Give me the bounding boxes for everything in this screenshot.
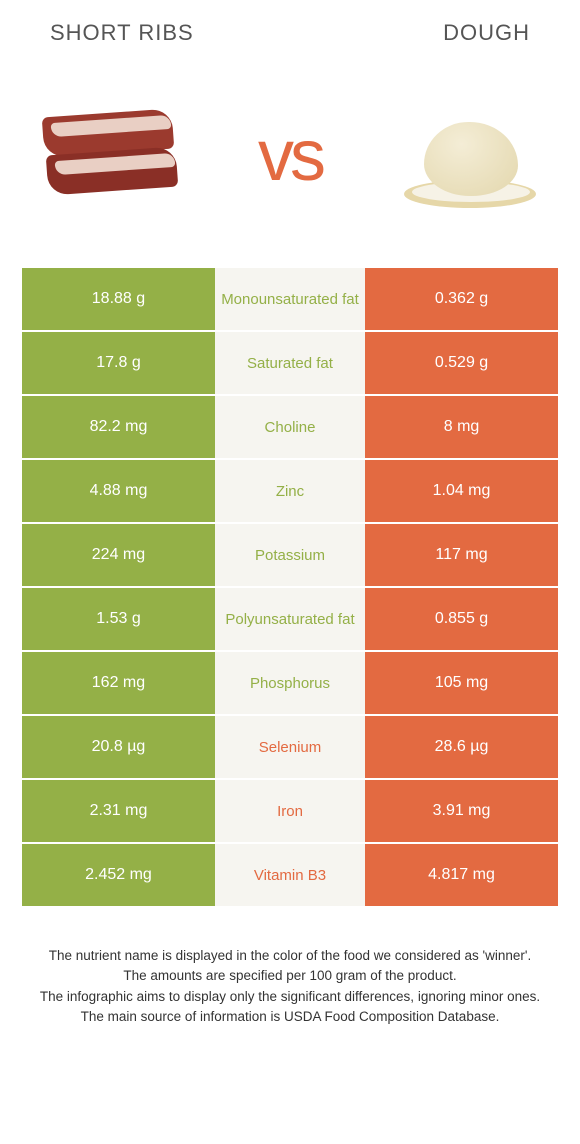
vs-label: vs [258,115,322,197]
nutrient-name: Zinc [215,460,365,522]
left-value: 4.88 mg [22,460,215,522]
footer-line: The main source of information is USDA F… [36,1007,544,1027]
nutrient-name: Selenium [215,716,365,778]
footer-line: The nutrient name is displayed in the co… [36,946,544,966]
right-value: 8 mg [365,396,558,458]
footer-line: The amounts are specified per 100 gram o… [36,966,544,986]
left-food-image [30,86,190,226]
nutrient-row: 4.88 mgZinc1.04 mg [22,458,558,522]
right-food-title: Dough [443,20,530,46]
left-value: 162 mg [22,652,215,714]
hero-row: vs [0,56,580,266]
left-value: 2.31 mg [22,780,215,842]
short-ribs-icon [35,111,185,201]
nutrient-name: Monounsaturated fat [215,268,365,330]
left-value: 18.88 g [22,268,215,330]
nutrient-row: 17.8 gSaturated fat0.529 g [22,330,558,394]
nutrient-row: 1.53 gPolyunsaturated fat0.855 g [22,586,558,650]
right-value: 105 mg [365,652,558,714]
left-value: 82.2 mg [22,396,215,458]
nutrient-row: 18.88 gMonounsaturated fat0.362 g [22,266,558,330]
nutrient-name: Potassium [215,524,365,586]
right-value: 0.362 g [365,268,558,330]
nutrient-row: 2.31 mgIron3.91 mg [22,778,558,842]
right-food-image [390,86,550,226]
nutrient-name: Vitamin B3 [215,844,365,906]
nutrient-row: 2.452 mgVitamin B34.817 mg [22,842,558,906]
nutrient-name: Iron [215,780,365,842]
nutrient-name: Choline [215,396,365,458]
nutrient-name: Phosphorus [215,652,365,714]
right-value: 3.91 mg [365,780,558,842]
nutrient-row: 82.2 mgCholine8 mg [22,394,558,458]
right-value: 0.529 g [365,332,558,394]
comparison-header: Short Ribs Dough [0,0,580,56]
nutrient-name: Saturated fat [215,332,365,394]
nutrient-row: 20.8 µgSelenium28.6 µg [22,714,558,778]
right-value: 4.817 mg [365,844,558,906]
nutrient-row: 224 mgPotassium117 mg [22,522,558,586]
left-food-title: Short Ribs [50,20,194,46]
right-value: 0.855 g [365,588,558,650]
nutrient-table: 18.88 gMonounsaturated fat0.362 g17.8 gS… [0,266,580,906]
footer-notes: The nutrient name is displayed in the co… [0,906,580,1027]
left-value: 17.8 g [22,332,215,394]
nutrient-row: 162 mgPhosphorus105 mg [22,650,558,714]
nutrient-name: Polyunsaturated fat [215,588,365,650]
right-value: 1.04 mg [365,460,558,522]
left-value: 2.452 mg [22,844,215,906]
left-value: 224 mg [22,524,215,586]
right-value: 117 mg [365,524,558,586]
left-value: 1.53 g [22,588,215,650]
footer-line: The infographic aims to display only the… [36,987,544,1007]
dough-icon [400,96,540,216]
right-value: 28.6 µg [365,716,558,778]
left-value: 20.8 µg [22,716,215,778]
